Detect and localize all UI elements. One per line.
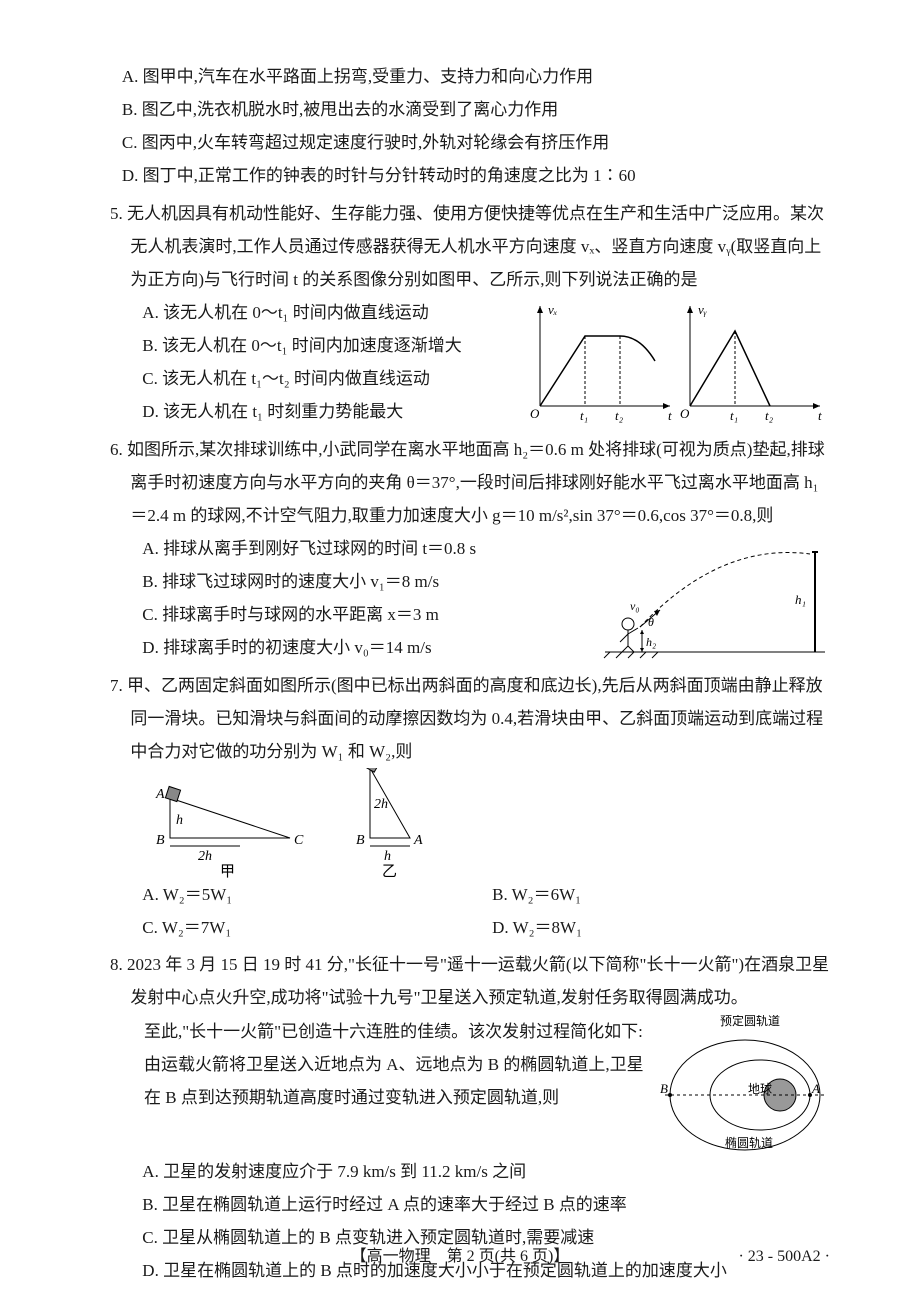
svg-text:v₀: v₀: [630, 599, 640, 613]
q4-opt-d: D. 图丁中,正常工作的钟表的时针与分针转动时的角速度之比为 1∶60: [110, 159, 830, 192]
svg-text:B: B: [356, 833, 365, 848]
svg-text:t₂: t₂: [615, 408, 624, 423]
q7-figure: A B C h 2h 甲 C B A 2h h 乙: [130, 768, 830, 878]
q5-opt-a: A. 该无人机在 0～t₁ 时间内做直线运动: [130, 296, 530, 329]
svg-text:2h: 2h: [374, 797, 388, 812]
q6-opt-d: D. 排球离手时的初速度大小 v₀＝14 m/s: [130, 631, 600, 664]
q4-opt-a: A. 图甲中,汽车在水平路面上拐弯,受重力、支持力和向心力作用: [110, 60, 830, 93]
q7-opt-c: C. W₂＝7W₁: [130, 911, 480, 944]
q7-opt-d: D. W₂＝8W₁: [480, 911, 830, 944]
q5-opt-c: C. 该无人机在 t₁～t₂ 时间内做直线运动: [130, 362, 530, 395]
page-code: · 23 - 500A2 ·: [738, 1241, 830, 1272]
svg-text:乙: 乙: [382, 864, 397, 878]
q8-opt-b: B. 卫星在椭圆轨道上运行时经过 A 点的速率大于经过 B 点的速率: [130, 1188, 830, 1221]
q8-opt-a: A. 卫星的发射速度应介于 7.9 km/s 到 11.2 km/s 之间: [130, 1155, 830, 1188]
q5-opt-b: B. 该无人机在 0～t₁ 时间内加速度逐渐增大: [130, 329, 530, 362]
svg-text:O: O: [680, 406, 690, 421]
svg-text:h₁: h₁: [795, 592, 806, 607]
svg-text:A: A: [811, 1081, 820, 1096]
q5: 5. 无人机因具有机动性能好、生存能力强、使用方便快捷等优点在生产和生活中广泛应…: [110, 197, 830, 429]
q5-stem: 5. 无人机因具有机动性能好、生存能力强、使用方便快捷等优点在生产和生活中广泛应…: [130, 197, 830, 296]
q8-stem2: 至此,"长十一火箭"已创造十六连胜的佳绩。该次发射过程简化如下:由运载火箭将卫星…: [144, 1015, 652, 1114]
svg-text:t₁: t₁: [580, 408, 588, 423]
q4-opt-b: B. 图乙中,洗衣机脱水时,被甩出去的水滴受到了离心力作用: [110, 93, 830, 126]
q7: 7. 甲、乙两固定斜面如图所示(图中已标出两斜面的高度和底边长),先后从两斜面顶…: [110, 669, 830, 945]
svg-text:B: B: [156, 833, 165, 848]
q6-figure: h₁ h₂ v₀ θ: [600, 532, 830, 665]
vy-label: vᵧ: [698, 302, 707, 317]
svg-text:2h: 2h: [198, 849, 212, 864]
q4-opt-c: C. 图丙中,火车转弯超过规定速度行驶时,外轨对轮缘会有挤压作用: [110, 126, 830, 159]
q6-opt-c: C. 排球离手时与球网的水平距离 x＝3 m: [130, 598, 600, 631]
svg-text:h₂: h₂: [646, 635, 656, 649]
svg-text:A: A: [155, 787, 165, 802]
vx-label: vₓ: [548, 302, 558, 317]
svg-text:h: h: [384, 849, 391, 864]
svg-text:t₂: t₂: [765, 408, 774, 423]
svg-text:θ: θ: [648, 615, 654, 629]
q7-stem: 7. 甲、乙两固定斜面如图所示(图中已标出两斜面的高度和底边长),先后从两斜面顶…: [130, 669, 830, 768]
svg-text:椭圆轨道: 椭圆轨道: [725, 1135, 773, 1150]
q8: 8. 2023 年 3 月 15 日 19 时 41 分,"长征十一号"遥十一运…: [110, 948, 830, 1287]
svg-text:A: A: [413, 833, 423, 848]
svg-text:t: t: [818, 408, 822, 423]
svg-text:预定圆轨道: 预定圆轨道: [720, 1015, 780, 1028]
q7-opt-b: B. W₂＝6W₁: [480, 878, 830, 911]
q6: 6. 如图所示,某次排球训练中,小武同学在离水平地面高 h₂＝0.6 m 处将排…: [110, 433, 830, 665]
q6-opt-a: A. 排球从离手到刚好飞过球网的时间 t＝0.8 s: [130, 532, 600, 565]
q5-graphs: vₓ O t₁ t₂ t vᵧ O t₁ t₂: [530, 296, 830, 429]
q7-opt-a: A. W₂＝5W₁: [130, 878, 480, 911]
svg-text:t₁: t₁: [730, 408, 738, 423]
q8-figure: 预定圆轨道 椭圆轨道 地球 A B: [660, 1015, 830, 1155]
svg-text:O: O: [530, 406, 540, 421]
svg-text:h: h: [176, 813, 183, 828]
svg-text:B: B: [660, 1081, 668, 1096]
svg-text:地球: 地球: [748, 1082, 772, 1096]
q5-opt-d: D. 该无人机在 t₁ 时刻重力势能最大: [130, 395, 530, 428]
q4-options: A. 图甲中,汽车在水平路面上拐弯,受重力、支持力和向心力作用 B. 图乙中,洗…: [110, 60, 830, 193]
svg-text:t: t: [668, 408, 672, 423]
svg-text:甲: 甲: [220, 864, 235, 878]
q6-opt-b: B. 排球飞过球网时的速度大小 v₁＝8 m/s: [130, 565, 600, 598]
q6-stem: 6. 如图所示,某次排球训练中,小武同学在离水平地面高 h₂＝0.6 m 处将排…: [130, 433, 830, 532]
svg-text:C: C: [294, 833, 304, 848]
q8-stem1: 8. 2023 年 3 月 15 日 19 时 41 分,"长征十一号"遥十一运…: [130, 948, 830, 1014]
